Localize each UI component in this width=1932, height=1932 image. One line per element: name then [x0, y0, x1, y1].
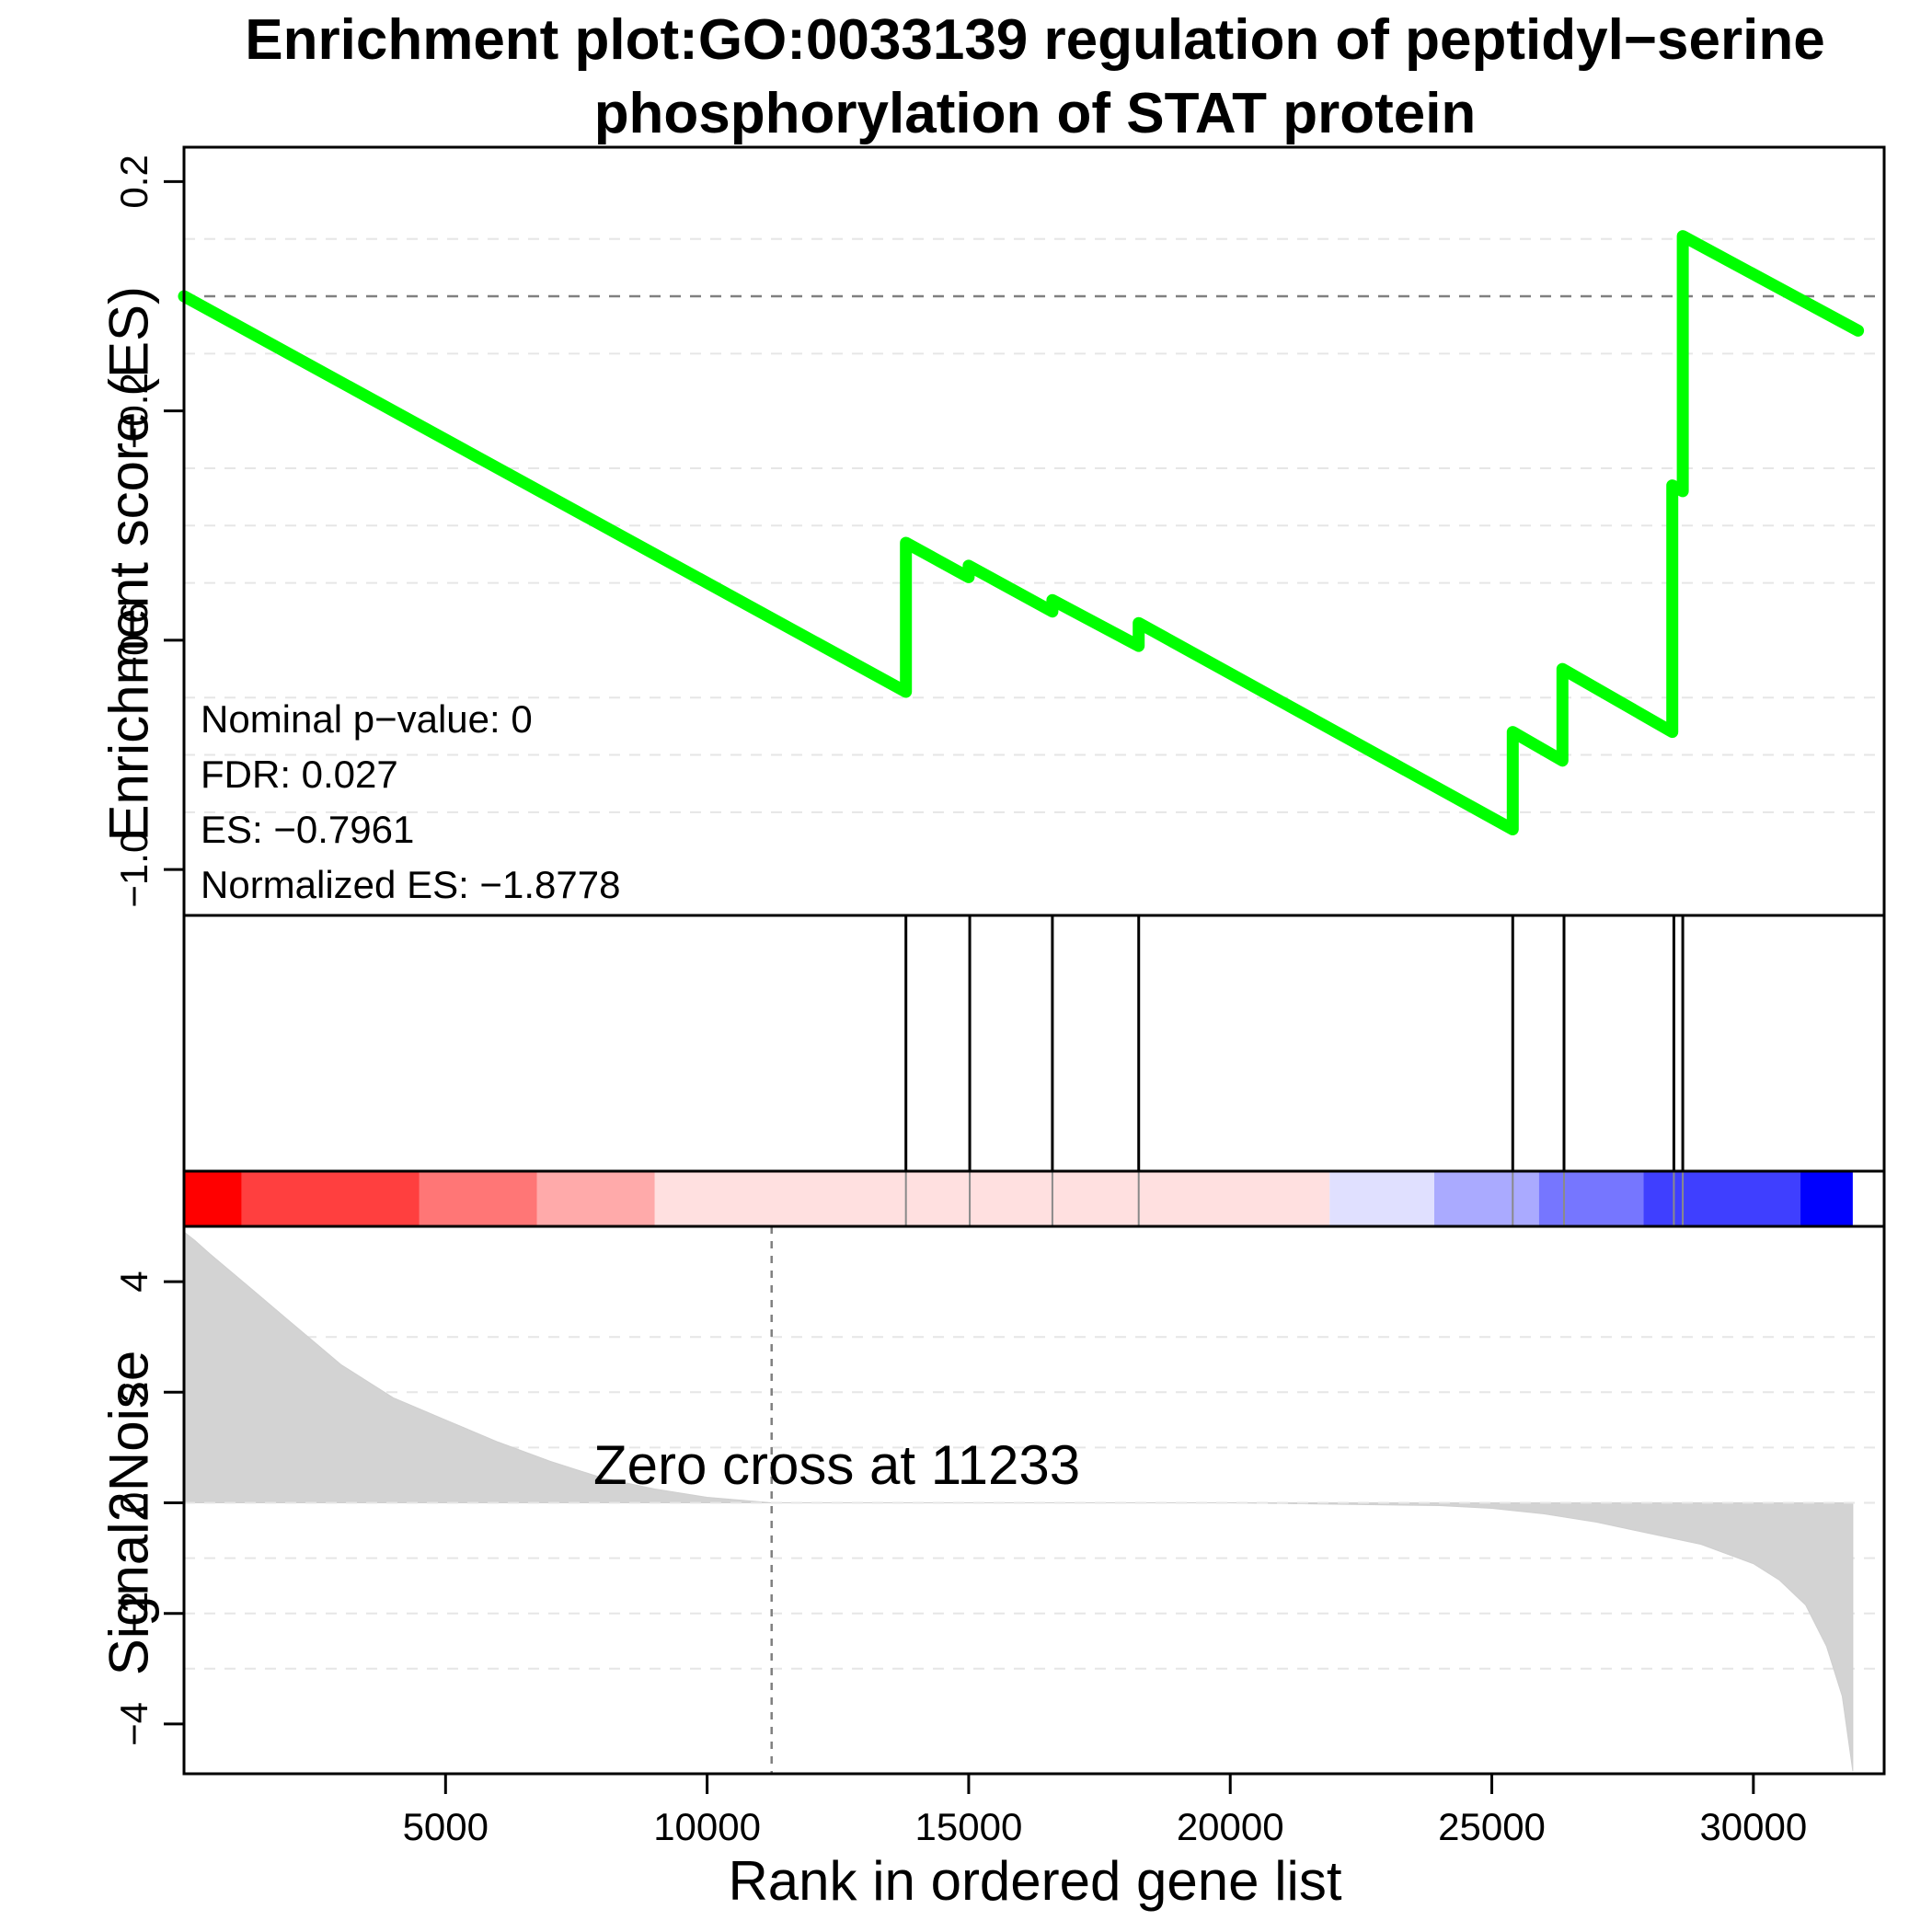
metric-y-tick-label: 2	[112, 1382, 155, 1403]
rank-x-tick-label: 5000	[403, 1805, 489, 1848]
rank-color-segment	[241, 1171, 420, 1226]
rank-color-segment	[1329, 1171, 1434, 1226]
fdr-text: FDR: 0.027	[201, 753, 398, 796]
es-y-tick-label: 0.2	[112, 155, 155, 208]
metric-y-tick-label: 0	[112, 1492, 155, 1513]
rank-color-segment	[654, 1171, 1330, 1226]
rank-color-segment	[536, 1171, 655, 1226]
rank-x-tick-label: 20000	[1177, 1805, 1284, 1848]
rank-x-tick-label: 10000	[653, 1805, 761, 1848]
chart-title-line-2: phosphorylation of STAT protein	[593, 82, 1477, 145]
zero-cross-label: Zero cross at 11233	[593, 1434, 1081, 1496]
es-y-tick-label: −0.6	[112, 602, 155, 678]
metric-y-tick-label: 4	[112, 1271, 155, 1292]
chart-title-line-1: Enrichment plot:GO:0033139 regulation of…	[245, 8, 1825, 72]
rank-color-segment	[419, 1171, 537, 1226]
metric-y-tick-label: −4	[112, 1702, 155, 1746]
rank-x-tick-label: 25000	[1438, 1805, 1546, 1848]
rank-color-segment	[184, 1171, 242, 1226]
rank-color-segment	[1800, 1171, 1853, 1226]
rank-x-tick-label: 30000	[1699, 1805, 1807, 1848]
rank-axis-label: Rank in ordered gene list	[728, 1850, 1342, 1912]
normalized-es-text: Normalized ES: −1.8778	[201, 863, 621, 906]
es-panel-frame	[182, 145, 1886, 917]
metric-y-tick-label: −2	[112, 1592, 155, 1636]
es-curve-line	[178, 230, 1865, 835]
rank-color-segment	[1433, 1171, 1539, 1226]
rank-x-tick-label: 15000	[915, 1805, 1023, 1848]
rank-color-segment	[1643, 1171, 1801, 1226]
signal2noise-area	[183, 1230, 1854, 1772]
rank-color-segment	[1538, 1171, 1644, 1226]
hits-panel-frame	[182, 914, 1886, 1173]
es-text: ES: −0.7961	[201, 808, 415, 851]
es-y-tick-label: −1.0	[112, 832, 155, 908]
es-axis-label: Enrichment score (ES)	[98, 285, 160, 842]
signal2noise-axis-label: Signal2Noise	[98, 1350, 160, 1676]
metric-panel-frame	[182, 1225, 1886, 1776]
nominal-pvalue-text: Nominal p−value: 0	[201, 697, 533, 741]
es-y-tick-label: −0.2	[112, 373, 155, 449]
